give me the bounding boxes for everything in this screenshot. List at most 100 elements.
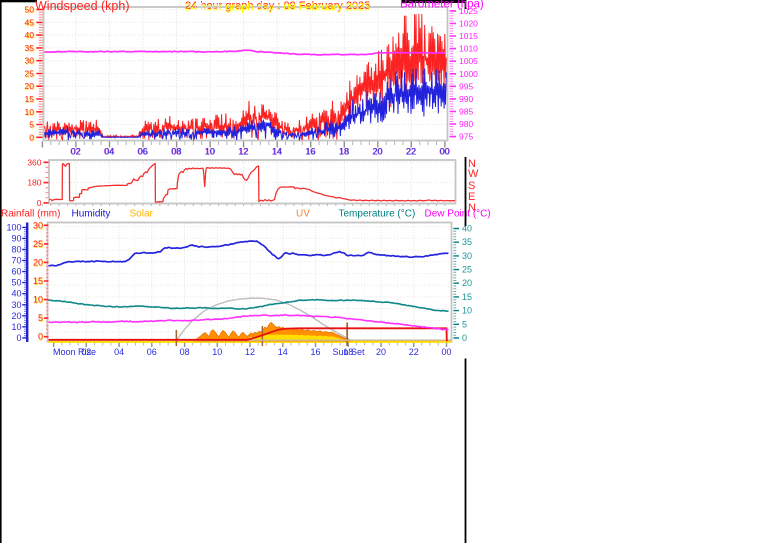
svg-text:0: 0 — [37, 198, 42, 208]
svg-text:0: 0 — [39, 333, 44, 343]
svg-text:Dew Point (°C): Dew Point (°C) — [425, 209, 491, 220]
svg-text:E: E — [468, 191, 475, 203]
svg-text:06: 06 — [147, 347, 157, 357]
svg-text:14: 14 — [272, 147, 282, 157]
svg-text:18: 18 — [339, 147, 349, 157]
svg-text:N: N — [468, 202, 476, 214]
svg-text:22: 22 — [409, 347, 419, 357]
svg-text:15: 15 — [462, 292, 472, 302]
svg-text:Humidity: Humidity — [72, 209, 111, 220]
svg-text:20: 20 — [376, 347, 386, 357]
svg-text:06: 06 — [137, 147, 147, 157]
svg-text:35: 35 — [25, 44, 35, 54]
svg-text:5: 5 — [30, 121, 35, 131]
svg-text:18: 18 — [343, 347, 353, 357]
svg-text:90: 90 — [11, 233, 21, 243]
svg-text:04: 04 — [104, 147, 114, 157]
svg-text:08: 08 — [171, 147, 181, 157]
svg-text:20: 20 — [373, 147, 383, 157]
svg-text:12: 12 — [238, 147, 248, 157]
svg-text:02: 02 — [70, 147, 80, 157]
svg-text:30: 30 — [34, 221, 44, 231]
svg-text:25: 25 — [462, 265, 472, 275]
svg-text:10: 10 — [34, 296, 44, 306]
svg-text:20: 20 — [372, 147, 382, 157]
svg-text:10: 10 — [205, 147, 215, 157]
svg-text:Windspeed (kph): Windspeed (kph) — [35, 0, 130, 13]
svg-text:30: 30 — [33, 220, 43, 230]
svg-text:20: 20 — [11, 311, 21, 321]
svg-text:1025: 1025 — [459, 6, 478, 16]
svg-text:10: 10 — [33, 295, 43, 305]
svg-text:70: 70 — [11, 256, 21, 266]
svg-text:14: 14 — [271, 147, 281, 157]
svg-text:0: 0 — [30, 133, 35, 143]
svg-text:35: 35 — [25, 43, 35, 53]
svg-text:10: 10 — [204, 147, 214, 157]
svg-text:02: 02 — [71, 147, 81, 157]
svg-text:40: 40 — [11, 289, 21, 299]
svg-text:12: 12 — [239, 147, 249, 157]
svg-text:60: 60 — [11, 267, 21, 277]
svg-text:10: 10 — [462, 306, 472, 316]
svg-text:15: 15 — [34, 277, 44, 287]
svg-text:14: 14 — [278, 347, 288, 357]
svg-text:06: 06 — [138, 147, 148, 157]
svg-text:80: 80 — [11, 245, 21, 255]
svg-text:12: 12 — [245, 347, 255, 357]
svg-text:5: 5 — [38, 313, 43, 323]
svg-text:10: 10 — [11, 322, 21, 332]
svg-text:S: S — [468, 180, 475, 192]
svg-text:360: 360 — [27, 157, 41, 167]
svg-text:30: 30 — [462, 251, 472, 261]
svg-text:35: 35 — [462, 237, 472, 247]
svg-text:02: 02 — [81, 347, 91, 357]
svg-text:10: 10 — [212, 347, 222, 357]
svg-text:15: 15 — [33, 276, 43, 286]
svg-text:15: 15 — [25, 95, 35, 105]
svg-text:40: 40 — [462, 224, 472, 234]
svg-text:N: N — [468, 158, 476, 170]
svg-text:22: 22 — [406, 147, 416, 157]
svg-text:25: 25 — [25, 69, 35, 79]
svg-text:985: 985 — [459, 107, 473, 117]
svg-text:04: 04 — [114, 347, 124, 357]
svg-text:00: 00 — [441, 347, 451, 357]
svg-text:40: 40 — [25, 30, 35, 40]
svg-text:975: 975 — [459, 132, 473, 142]
svg-text:5: 5 — [29, 120, 34, 130]
svg-text:00: 00 — [439, 147, 449, 157]
svg-text:50: 50 — [25, 5, 35, 15]
svg-text:24 hour graph day : 09 Februar: 24 hour graph day : 09 February 2025 — [185, 1, 370, 13]
svg-text:16: 16 — [305, 147, 315, 157]
svg-text:0: 0 — [29, 132, 34, 142]
svg-text:25: 25 — [34, 240, 44, 250]
svg-text:UV: UV — [296, 209, 310, 220]
svg-text:50: 50 — [11, 278, 21, 288]
svg-text:16: 16 — [310, 347, 320, 357]
svg-text:0: 0 — [16, 333, 21, 343]
svg-text:W: W — [468, 168, 479, 180]
svg-text:18: 18 — [339, 147, 349, 157]
svg-text:10: 10 — [25, 107, 35, 117]
svg-text:00: 00 — [440, 147, 450, 157]
svg-text:30: 30 — [25, 57, 35, 67]
svg-text:1015: 1015 — [459, 31, 478, 41]
svg-text:Barometer (hpa): Barometer (hpa) — [400, 0, 484, 11]
svg-text:5: 5 — [39, 314, 44, 324]
svg-text:5: 5 — [462, 319, 467, 329]
svg-text:25: 25 — [33, 239, 43, 249]
svg-text:40: 40 — [25, 31, 35, 41]
svg-text:180: 180 — [27, 178, 41, 188]
svg-text:50: 50 — [25, 6, 35, 16]
svg-text:1005: 1005 — [459, 56, 478, 66]
svg-text:25: 25 — [25, 70, 35, 80]
svg-text:20: 20 — [33, 257, 43, 267]
svg-text:16: 16 — [306, 147, 316, 157]
svg-text:Temperature (°C): Temperature (°C) — [339, 209, 416, 220]
svg-text:980: 980 — [459, 119, 473, 129]
svg-text:100: 100 — [6, 222, 21, 232]
svg-text:1010: 1010 — [459, 44, 478, 54]
svg-text:04: 04 — [104, 147, 114, 157]
svg-text:08: 08 — [180, 347, 190, 357]
